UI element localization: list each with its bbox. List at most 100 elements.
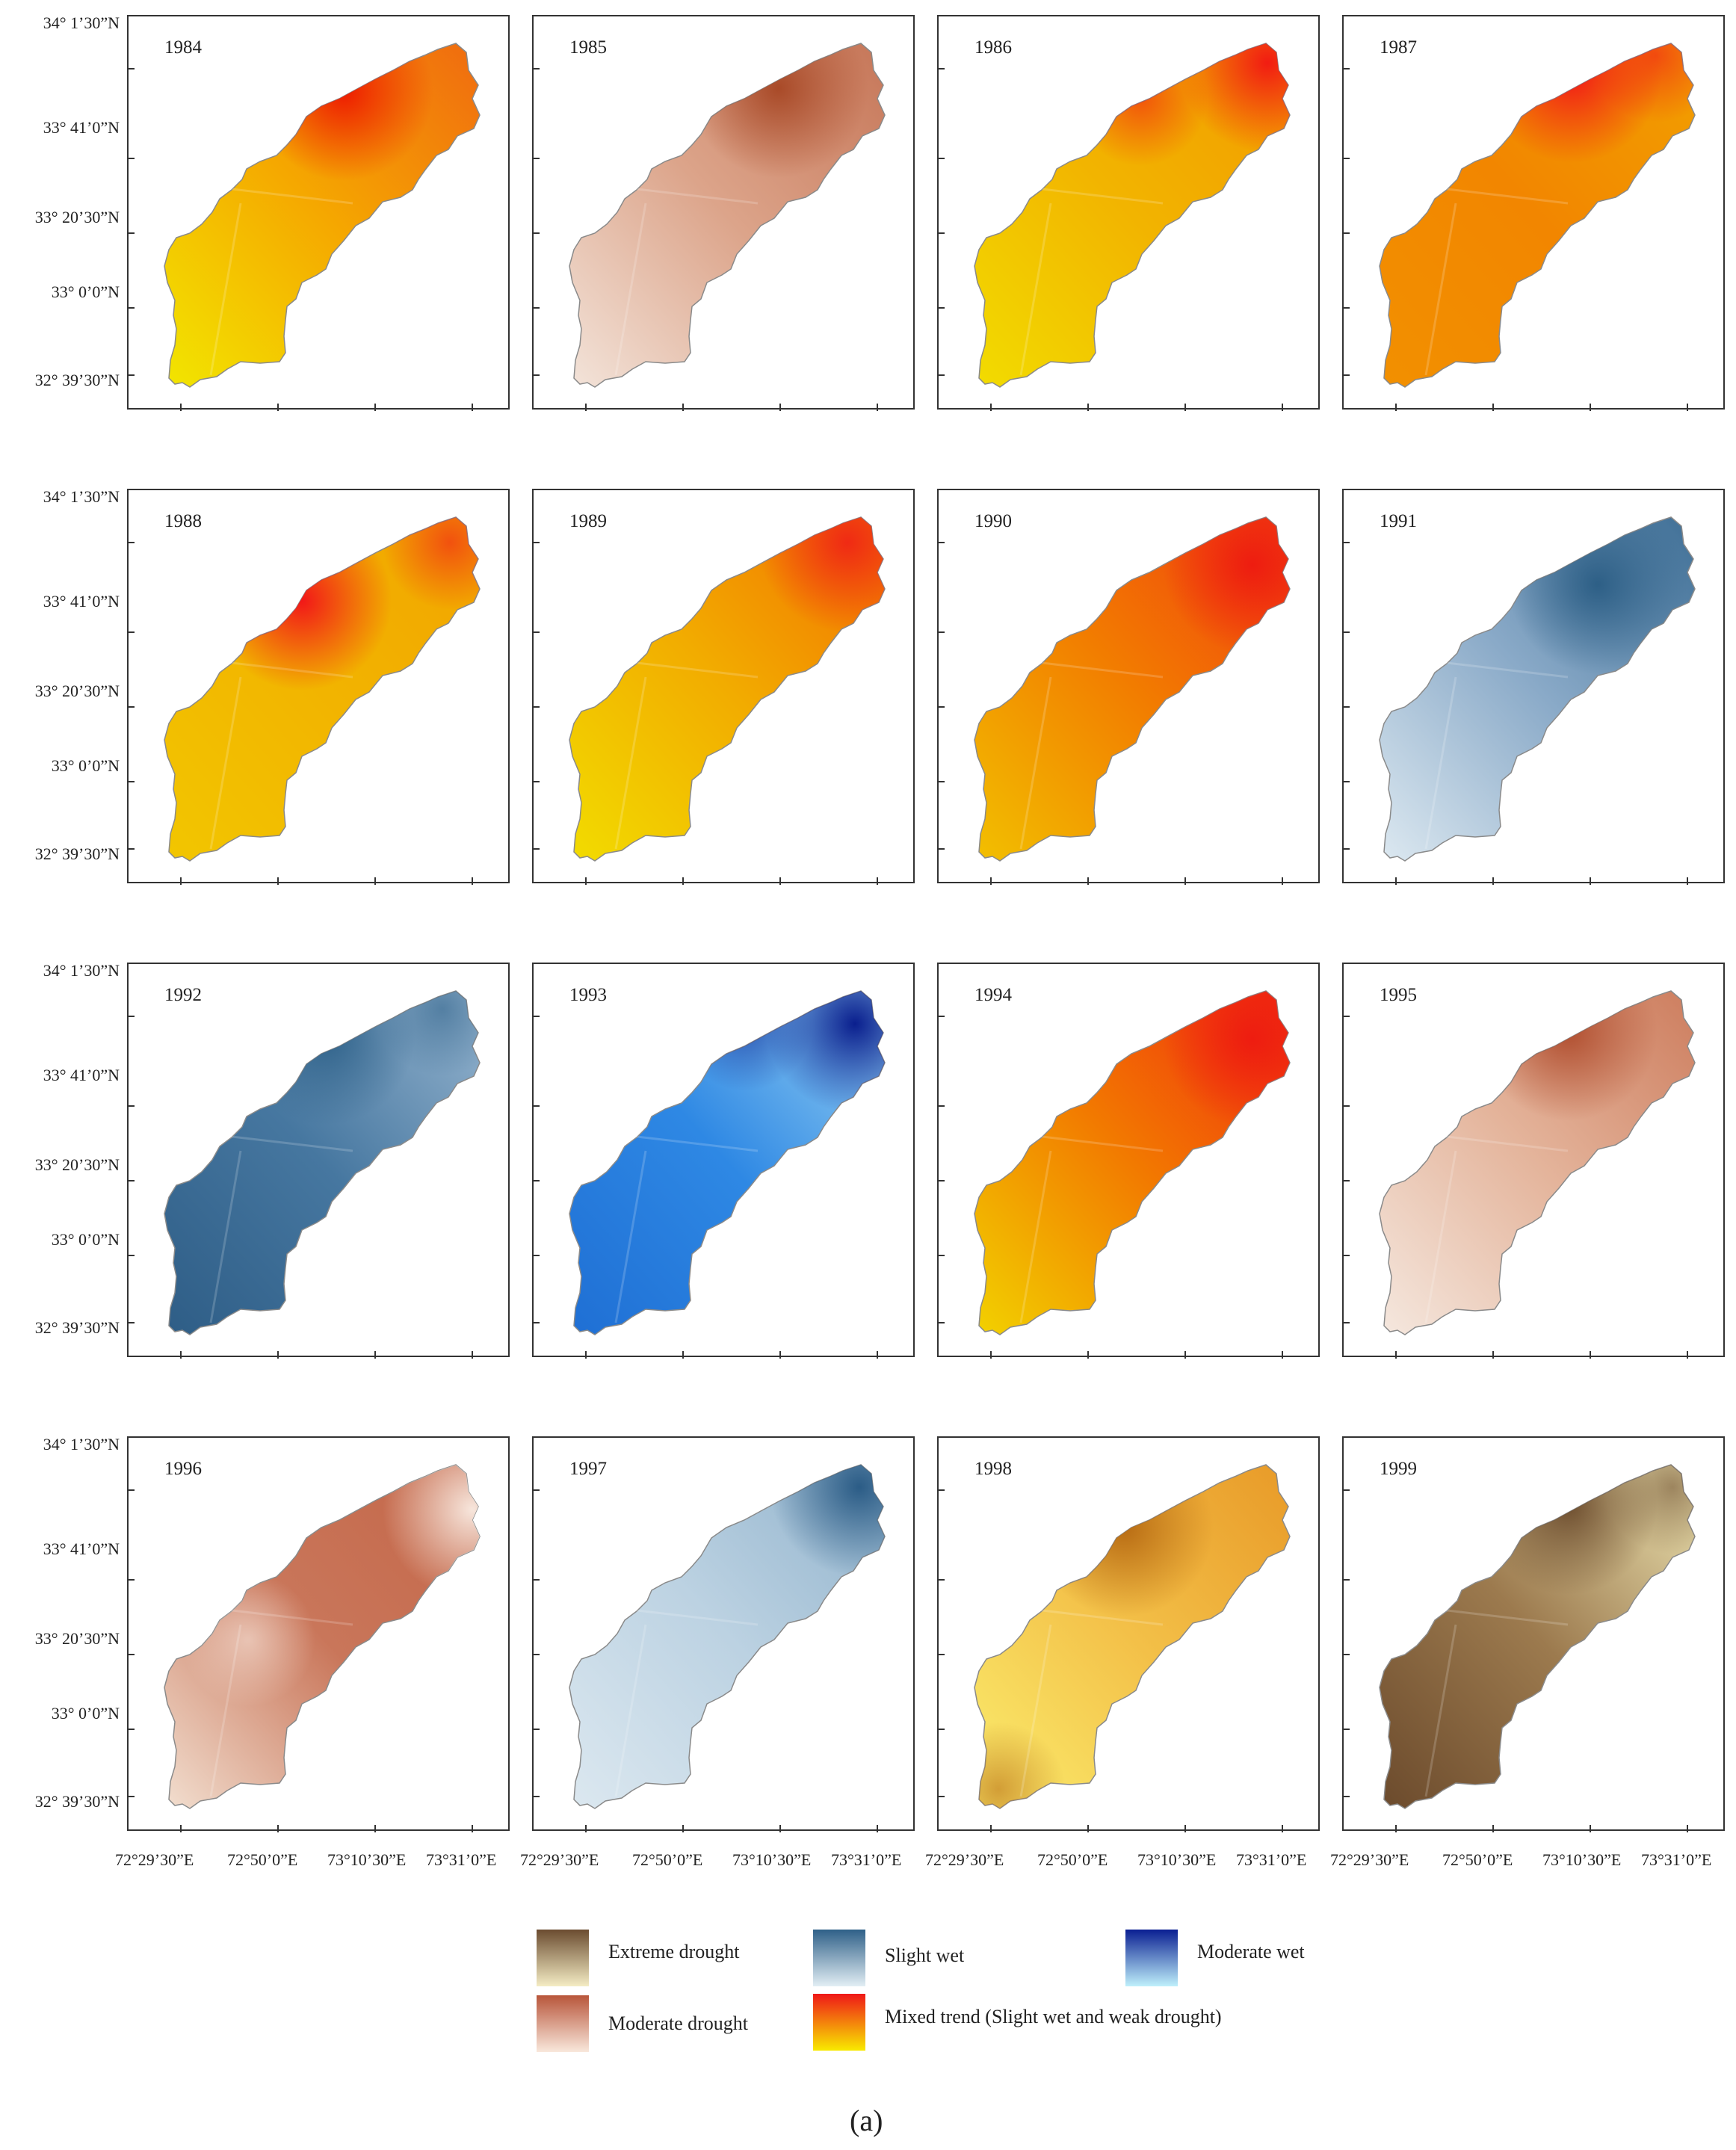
map-svg-1998 — [939, 1464, 1291, 1832]
latitude-label: 33° 20’30”N — [34, 1629, 120, 1648]
map-panel-1998: 1998 — [937, 1436, 1320, 1832]
map-svg-1985 — [534, 43, 886, 411]
map-svg-1999 — [1344, 1464, 1696, 1832]
latitude-label: 33° 0’0”N — [51, 282, 120, 301]
hotspot — [689, 43, 868, 178]
year-label: 1986 — [974, 37, 1012, 58]
year-label: 1992 — [164, 985, 202, 1005]
longitude-label: 72°29’30”E — [1330, 1850, 1409, 1869]
map-svg-1989 — [534, 516, 886, 885]
map-svg-1994 — [939, 990, 1291, 1359]
longitude-label: 73°31’0”E — [1641, 1850, 1712, 1869]
hotspot-secondary — [1605, 1465, 1695, 1554]
hotspot — [383, 1465, 480, 1599]
year-label: 1999 — [1380, 1459, 1417, 1479]
map-panel-1994: 1994 — [937, 963, 1320, 1359]
legend-label-extreme-drought: Extreme drought — [608, 1941, 740, 1962]
map-svg-1991 — [1344, 516, 1696, 885]
latitude-label: 34° 1’30”N — [43, 487, 120, 506]
longitude-label: 73°31’0”E — [831, 1850, 902, 1869]
legend-swatch-moderate-wet — [1125, 1930, 1178, 1986]
longitude-label: 73°10’30”E — [327, 1850, 407, 1869]
longitude-label: 72°50’0”E — [227, 1850, 298, 1869]
map-svg-1996 — [129, 1464, 481, 1832]
hotspot-secondary — [181, 1572, 315, 1707]
year-label: 1991 — [1380, 511, 1417, 531]
map-svg-1986 — [939, 43, 1291, 411]
map-svg-1995 — [1344, 990, 1696, 1359]
year-label: 1988 — [164, 511, 202, 531]
legend-swatch-slight-wet — [813, 1930, 865, 1986]
latitude-label: 33° 41’0”N — [43, 592, 120, 611]
hotspot — [770, 1465, 885, 1577]
map-panel-1985: 1985 — [532, 15, 915, 411]
longitude-label: 73°10’30”E — [732, 1850, 812, 1869]
year-label: 1995 — [1380, 985, 1417, 1005]
latitude-label: 33° 0’0”N — [51, 1704, 120, 1723]
hotspot-secondary — [1589, 43, 1695, 123]
legend-label-moderate-drought: Moderate drought — [608, 2012, 749, 2034]
map-panel-1999: 1999 — [1342, 1436, 1725, 1832]
hotspot — [1508, 517, 1687, 674]
latitude-label: 33° 20’30”N — [34, 682, 120, 700]
map-panel-1993: 1993 — [532, 963, 915, 1359]
latitude-label: 34° 1’30”N — [43, 961, 120, 980]
latitude-label: 33° 0’0”N — [51, 1230, 120, 1249]
legend-label-slight-wet: Slight wet — [885, 1944, 965, 1966]
map-panel-1991: 1991 — [1342, 489, 1725, 885]
map-panel-1992: 1992 — [127, 963, 510, 1359]
legend-swatch-extreme-drought — [537, 1930, 589, 1986]
map-panel-1987: 1987 — [1342, 15, 1725, 411]
latitude-label: 33° 20’30”N — [34, 208, 120, 226]
map-panel-1996: 1996 — [127, 1436, 510, 1832]
year-label: 1994 — [974, 985, 1012, 1005]
latitude-label: 32° 39’30”N — [34, 371, 120, 389]
longitude-label: 72°50’0”E — [1442, 1850, 1513, 1869]
longitude-label: 73°31’0”E — [1236, 1850, 1307, 1869]
legend-label-moderate-wet: Moderate wet — [1197, 1941, 1305, 1962]
hotspot-secondary — [1073, 43, 1208, 166]
legend-label-mixed-trend: Mixed trend (Slight wet and weak drought… — [885, 2006, 1222, 2027]
map-panel-1989: 1989 — [532, 489, 915, 885]
latitude-label: 34° 1’30”N — [43, 1435, 120, 1454]
longitude-label: 73°31’0”E — [426, 1850, 497, 1869]
map-panel-1986: 1986 — [937, 15, 1320, 411]
year-label: 1990 — [974, 511, 1012, 531]
year-label: 1989 — [569, 511, 607, 531]
latitude-label: 33° 41’0”N — [43, 1539, 120, 1558]
map-panel-1997: 1997 — [532, 1436, 915, 1832]
figure-caption: (a) — [850, 2104, 883, 2137]
latitude-label: 33° 41’0”N — [43, 1066, 120, 1084]
year-label: 1985 — [569, 37, 607, 58]
latitude-label: 33° 41’0”N — [43, 118, 120, 137]
map-svg-1988 — [129, 516, 481, 885]
map-panel-1995: 1995 — [1342, 963, 1725, 1359]
year-label: 1984 — [164, 37, 202, 58]
legend-swatch-moderate-drought — [537, 1995, 589, 2052]
year-label: 1998 — [974, 1459, 1012, 1479]
map-svg-1992 — [129, 990, 481, 1359]
latitude-label: 32° 39’30”N — [34, 1318, 120, 1337]
map-panel-1988: 1988 — [127, 489, 510, 885]
map-svg-1997 — [534, 1464, 886, 1832]
legend-swatch-mixed-trend — [813, 1994, 865, 2051]
hotspot — [758, 517, 885, 632]
longitude-label: 72°29’30”E — [115, 1850, 194, 1869]
longitude-label: 73°10’30”E — [1542, 1850, 1622, 1869]
year-label: 1996 — [164, 1459, 202, 1479]
latitude-label: 32° 39’30”N — [34, 844, 120, 863]
map-panel-1990: 1990 — [937, 489, 1320, 885]
map-svg-1984 — [129, 43, 481, 411]
longitude-label: 72°29’30”E — [520, 1850, 599, 1869]
longitude-label: 72°50’0”E — [1037, 1850, 1108, 1869]
latitude-label: 33° 0’0”N — [51, 756, 120, 775]
year-label: 1997 — [569, 1459, 607, 1479]
map-svg-1987 — [1344, 43, 1696, 411]
hotspot — [1034, 1465, 1214, 1617]
latitude-label: 34° 1’30”N — [43, 13, 120, 32]
year-label: 1987 — [1380, 37, 1417, 58]
hotspot-secondary — [383, 517, 480, 610]
longitude-label: 73°10’30”E — [1137, 1850, 1217, 1869]
longitude-label: 72°50’0”E — [632, 1850, 703, 1869]
map-svg-1990 — [939, 516, 1291, 885]
